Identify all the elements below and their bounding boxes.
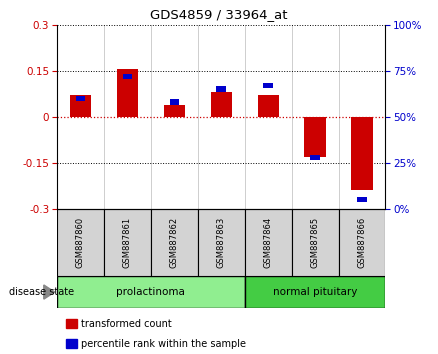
Text: GDS4859 / 33964_at: GDS4859 / 33964_at [150, 8, 288, 21]
Bar [76, 96, 85, 101]
Bar [263, 83, 273, 88]
Bar [357, 197, 367, 202]
Bar [292, 209, 339, 276]
Bar [258, 95, 279, 117]
Text: transformed count: transformed count [81, 319, 172, 329]
Text: GSM887866: GSM887866 [357, 217, 367, 268]
Text: GSM887862: GSM887862 [170, 217, 179, 268]
Bar [123, 74, 132, 79]
Text: normal pituitary: normal pituitary [273, 287, 357, 297]
Bar [304, 117, 325, 157]
Bar [70, 95, 91, 117]
Text: prolactinoma: prolactinoma [117, 287, 185, 297]
Text: GSM887860: GSM887860 [76, 217, 85, 268]
Bar [339, 209, 385, 276]
Bar [57, 276, 245, 308]
Bar [311, 155, 320, 160]
Bar [351, 117, 373, 190]
Text: GSM887863: GSM887863 [217, 217, 226, 268]
Bar [104, 209, 151, 276]
Text: GSM887861: GSM887861 [123, 217, 132, 268]
Bar [57, 209, 104, 276]
Bar [211, 92, 232, 117]
Bar [117, 69, 138, 117]
Bar [245, 209, 292, 276]
Text: disease state: disease state [9, 287, 74, 297]
Text: GSM887864: GSM887864 [264, 217, 272, 268]
Bar [216, 86, 226, 92]
Bar [170, 99, 179, 105]
Text: percentile rank within the sample: percentile rank within the sample [81, 338, 246, 349]
Text: GSM887865: GSM887865 [311, 217, 320, 268]
Bar [245, 276, 385, 308]
Bar [151, 209, 198, 276]
Bar [198, 209, 245, 276]
Bar [164, 104, 185, 117]
